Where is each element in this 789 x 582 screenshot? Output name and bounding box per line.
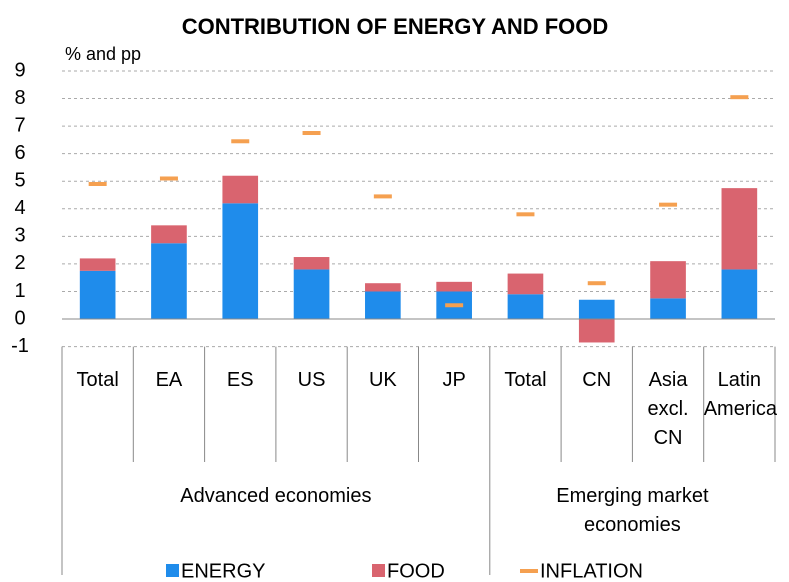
inflation-marker: [231, 139, 250, 144]
legend-label: INFLATION: [540, 560, 643, 582]
x-tick-label: US: [297, 369, 326, 391]
inflation-marker: [373, 194, 392, 199]
bar: [222, 203, 259, 320]
group-label: Emerging market economies: [556, 485, 709, 536]
bar: [436, 281, 472, 292]
x-tick-label: EA: [155, 369, 183, 391]
inflation-marker: [302, 131, 321, 136]
x-tick-label: Total: [504, 369, 547, 391]
x-tick-label: CN: [582, 369, 612, 391]
x-tick-label: ES: [226, 369, 254, 391]
y-tick-label: 0: [14, 307, 25, 329]
y-tick-label: 9: [14, 59, 25, 81]
bar: [507, 273, 544, 295]
bar: [79, 270, 116, 320]
inflation-marker: [159, 176, 178, 181]
y-tick-label: 4: [14, 197, 25, 219]
y-tick-label: 1: [14, 280, 25, 302]
bar: [151, 225, 187, 244]
chart-title: CONTRIBUTION OF ENERGY AND FOOD: [182, 14, 609, 39]
legend-swatch: [166, 564, 179, 577]
bar: [365, 283, 401, 292]
inflation-marker: [445, 303, 464, 308]
legend-label: FOOD: [387, 560, 445, 582]
bar: [650, 261, 686, 299]
bar: [650, 298, 686, 320]
inflation-marker: [88, 181, 107, 186]
legend-label: ENERGY: [181, 560, 265, 582]
x-tick-label: Total: [76, 369, 119, 391]
x-tick-label: Asia excl. CN: [647, 369, 689, 449]
x-tick-label: UK: [368, 369, 397, 391]
group-label: Advanced economies: [180, 485, 372, 507]
bar: [578, 299, 615, 320]
x-tick-label: JP: [442, 369, 466, 391]
y-axis-label: % and pp: [65, 44, 141, 64]
inflation-marker: [730, 95, 749, 100]
y-tick-label: 7: [14, 114, 25, 136]
bar: [79, 258, 116, 271]
legend-swatch: [372, 564, 385, 577]
x-tick-label: Latin America: [703, 369, 778, 420]
bar: [365, 291, 401, 320]
bar: [721, 188, 758, 270]
y-tick-label: -1: [11, 335, 29, 357]
y-tick-label: 2: [14, 252, 25, 274]
inflation-marker: [659, 202, 678, 207]
inflation-marker: [516, 212, 535, 217]
y-tick-label: 3: [14, 225, 25, 247]
y-tick-label: 8: [14, 87, 25, 109]
legend-swatch: [520, 569, 538, 573]
y-tick-label: 6: [14, 142, 25, 164]
bar: [578, 319, 615, 343]
y-tick-label: 5: [14, 170, 25, 192]
bar: [222, 175, 259, 204]
bar: [293, 257, 330, 270]
inflation-marker: [587, 281, 606, 286]
bar: [151, 243, 187, 320]
bar: [507, 294, 544, 320]
bar: [721, 269, 758, 320]
bar: [293, 269, 330, 320]
